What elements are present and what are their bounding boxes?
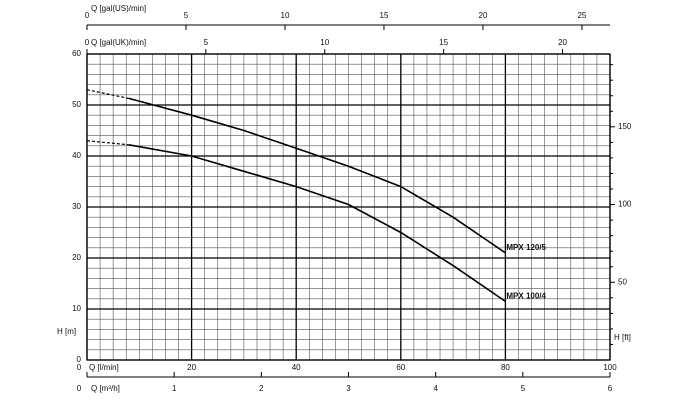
extra-axis-tick-label: 15 — [380, 11, 389, 20]
x-tick-label: 0 — [77, 363, 82, 372]
extra-axis-tick-label: 0 — [85, 11, 90, 20]
extra-axis-tick-label: 4 — [433, 384, 438, 393]
extra-axis-tick-label: 25 — [577, 11, 586, 20]
curve — [128, 97, 506, 254]
extra-axis-label: Q [m³/h] — [91, 384, 120, 393]
y-tick-label: 0 — [77, 355, 82, 364]
extra-axis-tick-label: 3 — [346, 384, 351, 393]
extra-axis-tick-label: 2 — [259, 384, 264, 393]
y-axis-label: H [m] — [57, 327, 76, 336]
curve-label: MPX 120/5 — [506, 243, 546, 252]
extra-axis-tick-label: 0 — [85, 38, 90, 47]
extra-axis-label: Q [gal(US)/min] — [91, 4, 146, 13]
y2-tick-label: 50 — [618, 277, 627, 286]
curve-label: MPX 100/4 — [506, 291, 546, 300]
extra-axis-tick-label: 20 — [479, 11, 488, 20]
y-tick-label: 20 — [72, 253, 81, 262]
x-tick-label: 80 — [501, 363, 510, 372]
x-tick-label: 100 — [603, 363, 617, 372]
y-tick-label: 60 — [72, 49, 81, 58]
y2-tick-label: 100 — [618, 200, 632, 209]
y2-axis-label: H [ft] — [614, 333, 631, 342]
extra-axis-tick-label: 10 — [320, 38, 329, 47]
extra-axis-tick-label: 5 — [184, 11, 189, 20]
extra-axis-tick-label: 5 — [204, 38, 209, 47]
curve-extrapolated — [86, 140, 129, 146]
curve — [128, 144, 506, 303]
x-tick-label: 40 — [292, 363, 301, 372]
extra-axis-tick-label: 0 — [77, 384, 82, 393]
extra-axis-label: Q [gal(UK)/min] — [91, 38, 146, 47]
plot-frame — [86, 53, 611, 361]
y2-tick-label: 150 — [618, 122, 632, 131]
x-axis-label: Q [l/min] — [89, 363, 119, 372]
y-tick-label: 30 — [72, 202, 81, 211]
y-tick-label: 10 — [72, 304, 81, 313]
extra-axis-tick-label: 20 — [558, 38, 567, 47]
extra-axis-tick-label: 10 — [281, 11, 290, 20]
x-tick-label: 60 — [396, 363, 405, 372]
extra-axis-tick-label: 6 — [608, 384, 613, 393]
extra-axis-tick-label: 1 — [172, 384, 177, 393]
curve-extrapolated — [86, 89, 129, 99]
y-tick-label: 40 — [72, 151, 81, 160]
extra-axis-tick-label: 15 — [439, 38, 448, 47]
y-tick-label: 50 — [72, 100, 81, 109]
extra-axis-tick-label: 5 — [521, 384, 526, 393]
x-tick-label: 20 — [187, 363, 196, 372]
